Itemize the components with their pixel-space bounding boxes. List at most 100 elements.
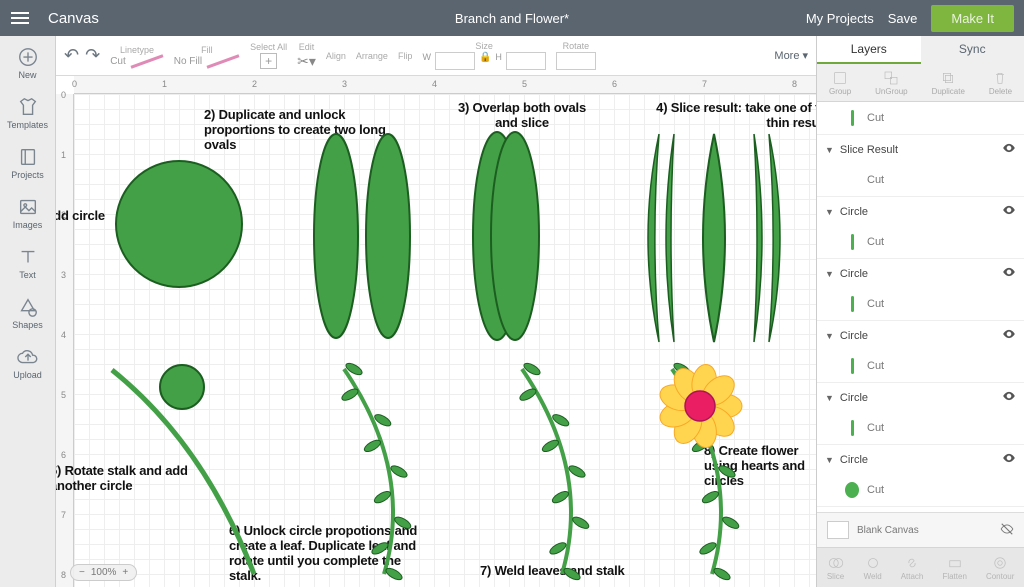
rail-shapes[interactable]: Shapes [4, 292, 52, 334]
rail-label: Shapes [12, 320, 43, 330]
visibility-icon[interactable] [1002, 141, 1016, 158]
zoom-in-icon[interactable]: + [122, 567, 128, 578]
my-projects-link[interactable]: My Projects [806, 11, 874, 26]
layer-thumb [845, 356, 859, 376]
layer-thumb [845, 480, 859, 500]
height-input[interactable] [506, 52, 546, 70]
flatten-button[interactable]: Flatten [942, 554, 966, 581]
rail-upload[interactable]: Upload [4, 342, 52, 384]
rotate-group[interactable]: Rotate [556, 41, 596, 70]
design-canvas[interactable]: 1) Add circle 2) Duplicate and unlock pr… [74, 94, 816, 587]
linetype-group[interactable]: Linetype Cut [110, 45, 164, 67]
toolbar-value: H [495, 52, 502, 70]
layer-sub-label: Cut [867, 112, 884, 124]
layer-sub-label: Cut [867, 236, 884, 248]
shapes-icon [17, 296, 39, 318]
undo-icon[interactable]: ↶ [64, 45, 79, 66]
rail-label: Upload [13, 370, 42, 380]
menu-icon[interactable] [0, 12, 40, 24]
layer-item[interactable]: ▼ Circle Cut [817, 383, 1024, 445]
fill-group[interactable]: Fill No Fill [174, 45, 240, 67]
chevron-down-icon: ▼ [825, 207, 834, 217]
layers-list[interactable]: Cut▼Slice ResultCut▼CircleCut▼CircleCut▼… [817, 102, 1024, 512]
visibility-icon[interactable] [1002, 203, 1016, 220]
toolbar-label: Edit [299, 42, 315, 52]
blank-canvas-row[interactable]: Blank Canvas [817, 512, 1024, 547]
zoom-control[interactable]: −100%+ [70, 564, 137, 581]
align-menu[interactable]: Align [326, 51, 346, 61]
rail-images[interactable]: Images [4, 192, 52, 234]
select-all[interactable]: Select All+ [250, 42, 287, 69]
upload-icon [17, 346, 39, 368]
delete-button[interactable]: Delete [989, 70, 1012, 96]
zoom-out-icon[interactable]: − [79, 567, 85, 578]
size-group[interactable]: Size W🔒H [422, 41, 545, 70]
tool-label: Group [829, 87, 851, 96]
chevron-down-icon: ▼ [825, 269, 834, 279]
chevron-down-icon: ▼ [825, 393, 834, 403]
edit-menu[interactable]: Edit✂▾ [297, 42, 316, 70]
toolbar-value: Cut [110, 56, 126, 67]
width-input[interactable] [435, 52, 475, 70]
toolbar-label: Size [475, 41, 493, 51]
rail-text[interactable]: Text [4, 242, 52, 284]
redo-icon[interactable]: ↷ [85, 45, 100, 66]
layer-thumb [845, 232, 859, 252]
layer-item[interactable]: Cut [817, 102, 1024, 135]
weld-button[interactable]: Weld [864, 554, 882, 581]
tshirt-icon [17, 96, 39, 118]
layer-sub-label: Cut [867, 422, 884, 434]
chevron-down-icon: ▼ [825, 145, 834, 155]
app-title: Canvas [48, 10, 99, 27]
ruler-horizontal: 012345678910 [74, 76, 816, 94]
book-icon [17, 146, 39, 168]
rail-label: Images [13, 220, 43, 230]
rail-new[interactable]: New [4, 42, 52, 84]
layer-thumb [845, 108, 859, 128]
layer-item[interactable]: ▼CircleCut [817, 321, 1024, 383]
layer-item[interactable]: ▼CircleCut [817, 259, 1024, 321]
canvas-area: ↶ ↷ Linetype Cut Fill No Fill Select All… [56, 36, 816, 587]
contour-button[interactable]: Contour [986, 554, 1014, 581]
tool-label: Attach [901, 572, 924, 581]
layer-thumb [845, 294, 859, 314]
toolbar-label: Arrange [356, 51, 388, 61]
layer-item[interactable]: ▼CircleCut [817, 197, 1024, 259]
toolbar-label: Rotate [563, 41, 590, 51]
layer-name: Circle [840, 392, 868, 404]
layer-item[interactable]: ▼Slice ResultCut [817, 135, 1024, 197]
more-menu[interactable]: More ▾ [774, 49, 808, 62]
lock-icon[interactable]: 🔒 [479, 52, 491, 70]
save-button[interactable]: Save [888, 11, 918, 26]
group-button[interactable]: Group [829, 70, 851, 96]
tool-label: Duplicate [932, 87, 965, 96]
tab-layers[interactable]: Layers [817, 36, 921, 64]
panel-tabs: Layers Sync [817, 36, 1024, 64]
make-it-button[interactable]: Make It [931, 5, 1014, 32]
tool-label: Contour [986, 572, 1014, 581]
rail-projects[interactable]: Projects [4, 142, 52, 184]
toolbar-label: Select All [250, 42, 287, 52]
ungroup-button[interactable]: UnGroup [875, 70, 907, 96]
visibility-icon[interactable] [1002, 327, 1016, 344]
rail-templates[interactable]: Templates [4, 92, 52, 134]
layer-item[interactable]: ▼CircleCut [817, 445, 1024, 507]
flip-menu[interactable]: Flip [398, 51, 413, 61]
visibility-off-icon[interactable] [1000, 522, 1014, 539]
rotate-input[interactable] [556, 52, 596, 70]
arrange-menu[interactable]: Arrange [356, 51, 388, 61]
ruler-vertical: 012345678 [56, 94, 74, 587]
slice-button[interactable]: Slice [827, 554, 845, 581]
attach-button[interactable]: Attach [901, 554, 924, 581]
visibility-icon[interactable] [1002, 265, 1016, 282]
visibility-icon[interactable] [1002, 389, 1016, 406]
canvas-shapes [74, 94, 816, 587]
tool-label: Delete [989, 87, 1012, 96]
layer-thumb [845, 418, 859, 438]
visibility-icon[interactable] [1002, 451, 1016, 468]
tab-sync[interactable]: Sync [921, 36, 1024, 64]
duplicate-button[interactable]: Duplicate [932, 70, 965, 96]
image-icon [17, 196, 39, 218]
layer-sub-label: Cut [867, 360, 884, 372]
layer-sub-label: Cut [867, 484, 884, 496]
